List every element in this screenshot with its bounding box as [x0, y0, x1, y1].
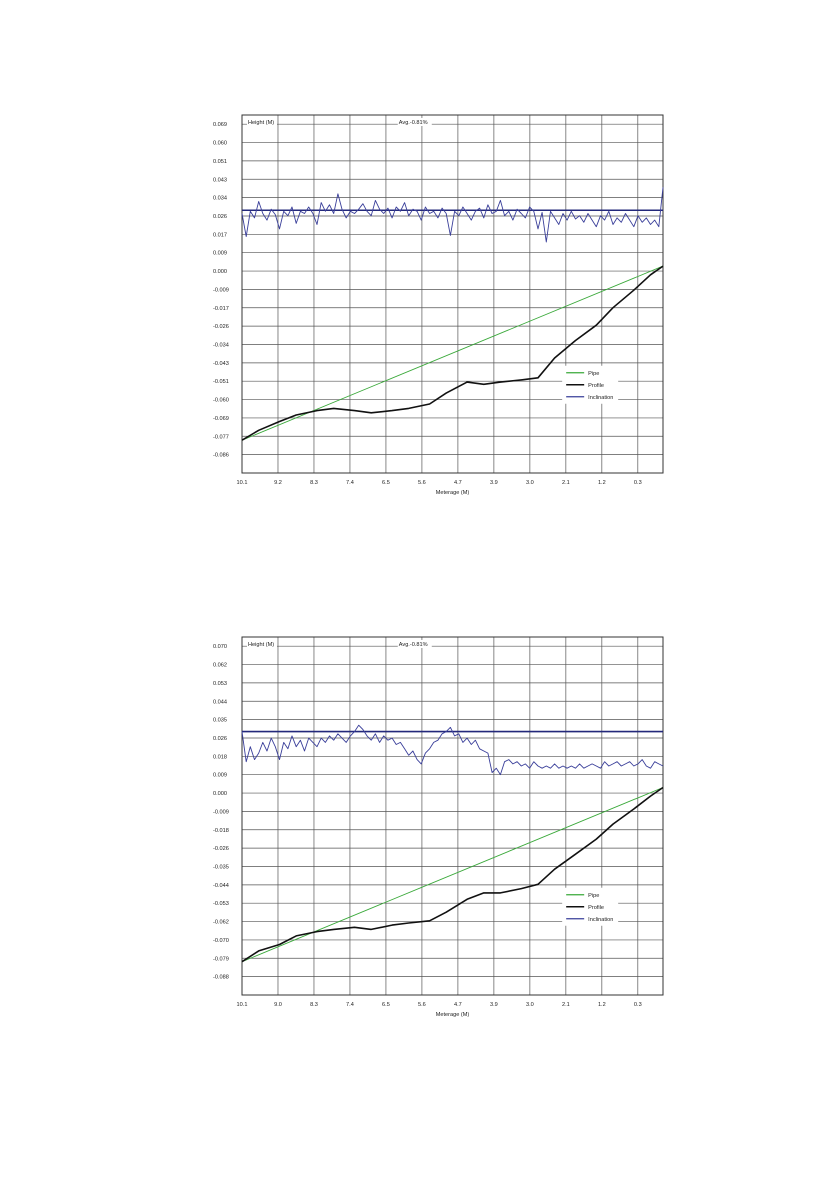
chart0-corner-label: Height (M): [248, 120, 274, 126]
chart1-y-tick-label: -0.035: [213, 864, 229, 870]
chart0-x-tick-label: 2.1: [562, 480, 570, 486]
chart0-annotation: Avg.-0.81%: [399, 120, 428, 126]
chart0-y-tick-label: -0.017: [213, 306, 229, 312]
chart0-y-tick-label: 0.034: [213, 196, 227, 202]
chart1-y-tick-label: -0.053: [213, 901, 229, 907]
chart1-y-tick-label: 0.018: [213, 754, 227, 760]
chart0-corner-label-bg: [247, 118, 277, 126]
chart1-corner-label-bg: [247, 640, 277, 648]
chart1-x-tick-label: 10.1: [237, 1002, 248, 1008]
chart1-y-tick-label: 0.044: [213, 699, 227, 705]
chart0-x-axis-title: Meterage (M): [436, 490, 470, 496]
chart0-y-tick-label: -0.069: [213, 416, 229, 422]
chart1-corner-label: Height (M): [248, 642, 274, 648]
chart-top: 10.1 9.2 8.3 7.4 6.5 5.6 4.7 3.9 3.0 2.1 1.2 0.3 0.0…: [0, 0, 839, 540]
chart-top-canvas: 10.1 9.2 8.3 7.4 6.5 5.6 4.7 3.9 3.0 2.1 1.2 0.3 0.0…: [213, 114, 664, 496]
chart1-y-tick-label: 0.000: [213, 791, 227, 797]
chart0-y-tick-label: 0.043: [213, 177, 227, 183]
chart0-x-tick-label: 7.4: [346, 480, 354, 486]
chart0-x-tick-label: 10.1: [237, 480, 248, 486]
chart0-y-tick-label: 0.026: [213, 214, 227, 220]
chart1-x-tick-label: 3.0: [526, 1002, 534, 1008]
chart1-y-tick-label: -0.088: [213, 975, 229, 981]
chart0-legend-label-inclination: Inclination: [588, 395, 613, 401]
chart1-y-tick-label: -0.026: [213, 846, 229, 852]
chart1-x-tick-label: 2.1: [562, 1002, 570, 1008]
chart1-y-tick-label: -0.079: [213, 956, 229, 962]
chart0-x-tick-label: 8.3: [310, 480, 318, 486]
chart1-y-tick-label: -0.009: [213, 809, 229, 815]
chart0-y-tick-label: -0.026: [213, 324, 229, 330]
chart-bottom: 10.1 9.0 8.3 7.4 6.5 5.6 4.7 3.9 3.0 2.1 1.2 0.3 0.0…: [0, 600, 839, 1160]
chart1-annotation-bg: [397, 640, 432, 648]
chart1-legend-label-inclination: Inclination: [588, 917, 613, 923]
chart1-y-tick-label: 0.070: [213, 644, 227, 650]
chart0-y-tick-label: -0.034: [213, 342, 229, 348]
chart0-y-tick-label: -0.077: [213, 434, 229, 440]
chart0-annotation-bg: [397, 118, 432, 126]
chart0-series-profile-line: [241, 265, 664, 441]
chart0-y-tick-label: -0.009: [213, 287, 229, 293]
chart0-series-inclination-line: [241, 187, 664, 243]
chart0-x-tick-label: 3.9: [490, 480, 498, 486]
chart0-x-tick-label: 3.0: [526, 480, 534, 486]
chart0-y-tick-label: 0.069: [213, 122, 227, 128]
chart1-x-tick-label: 4.7: [454, 1002, 462, 1008]
chart0-y-tick-label: 0.000: [213, 269, 227, 275]
chart0-y-tick-label: 0.017: [213, 232, 227, 238]
chart1-annotation: Avg.-0.81%: [399, 642, 428, 648]
chart0-x-tick-label: 9.2: [274, 480, 282, 486]
chart1-x-axis-title: Meterage (M): [436, 1012, 470, 1018]
chart1-legend-label-profile: Profile: [588, 905, 604, 911]
chart1-x-tick-label: 1.2: [598, 1002, 606, 1008]
chart0-y-tick-label: 0.060: [213, 141, 227, 147]
chart1-plot-area: [242, 637, 663, 995]
chart1-series-profile-line: [241, 786, 664, 963]
chart1-legend-label-pipe: Pipe: [588, 893, 599, 899]
chart1-x-tick-label: 5.6: [418, 1002, 426, 1008]
chart0-y-tick-label: -0.043: [213, 361, 229, 367]
chart1-x-tick-label: 8.3: [310, 1002, 318, 1008]
chart1-series-inclination-line: [241, 724, 664, 776]
chart1-x-tick-label: 7.4: [346, 1002, 354, 1008]
chart1-y-tick-label: 0.009: [213, 773, 227, 779]
chart1-y-tick-label: 0.035: [213, 718, 227, 724]
chart1-y-tick-label: 0.062: [213, 663, 227, 669]
chart0-x-tick-label: 5.6: [418, 480, 426, 486]
chart0-plot-area: [242, 115, 663, 473]
chart1-frame: [241, 636, 664, 996]
chart1-x-tick-label: 3.9: [490, 1002, 498, 1008]
chart1-x-tick-label: 9.0: [274, 1002, 282, 1008]
chart0-x-tick-label: 4.7: [454, 480, 462, 486]
chart1-y-tick-label: -0.044: [213, 883, 229, 889]
chart0-legend-label-pipe: Pipe: [588, 371, 599, 377]
chart0-y-tick-label: -0.051: [213, 379, 229, 385]
chart1-y-tick-label: 0.053: [213, 681, 227, 687]
chart0-x-tick-label: 0.3: [634, 480, 642, 486]
chart0-legend-label-profile: Profile: [588, 383, 604, 389]
chart1-y-tick-label: -0.070: [213, 938, 229, 944]
chart1-y-tick-label: 0.026: [213, 736, 227, 742]
chart0-y-tick-label: 0.051: [213, 159, 227, 165]
chart0-y-tick-label: -0.060: [213, 398, 229, 404]
chart0-y-tick-label: 0.009: [213, 251, 227, 257]
chart1-y-tick-label: -0.062: [213, 920, 229, 926]
chart0-y-tick-label: -0.086: [213, 453, 229, 459]
chart-bottom-canvas: 10.1 9.0 8.3 7.4 6.5 5.6 4.7 3.9 3.0 2.1 1.2 0.3 0.0…: [213, 636, 664, 1018]
chart0-x-tick-label: 6.5: [382, 480, 390, 486]
chart1-x-tick-label: 0.3: [634, 1002, 642, 1008]
chart1-x-tick-label: 6.5: [382, 1002, 390, 1008]
chart0-frame: [241, 114, 664, 474]
chart0-x-tick-label: 1.2: [598, 480, 606, 486]
chart1-y-tick-label: -0.018: [213, 828, 229, 834]
